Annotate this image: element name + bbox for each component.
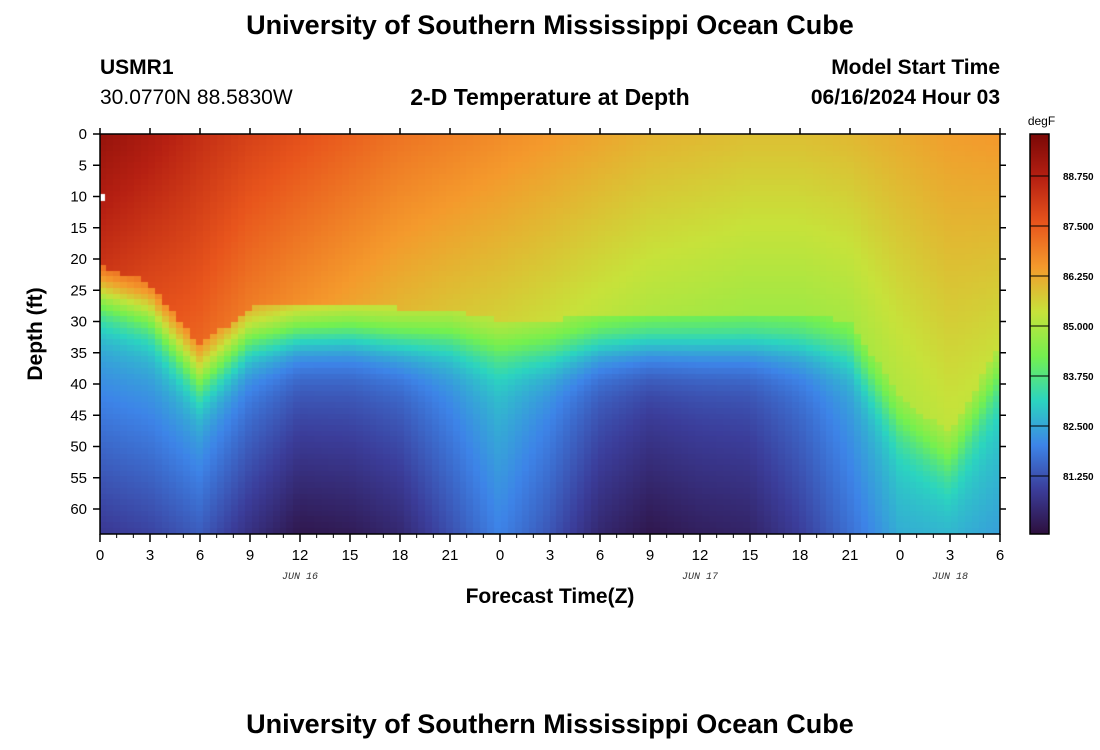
model-start-label: Model Start Time — [831, 56, 1000, 79]
y-tick-label: 20 — [70, 251, 87, 268]
colorbar-tick-label: 88.750 — [1063, 172, 1094, 183]
colorbar-tick-label: 81.250 — [1063, 472, 1094, 483]
page-title: University of Southern Mississippi Ocean… — [246, 10, 854, 40]
colorbar-tick-label: 87.500 — [1063, 222, 1094, 233]
y-tick-label: 25 — [70, 282, 87, 299]
colorbar-tick-label: 83.750 — [1063, 372, 1094, 383]
chart-title: 2-D Temperature at Depth — [410, 84, 690, 110]
x-tick-label: 18 — [392, 547, 409, 564]
y-tick-label: 45 — [70, 407, 87, 424]
x-tick-label: 0 — [96, 547, 104, 564]
x-tick-label: 6 — [196, 547, 204, 564]
y-tick-label: 30 — [70, 314, 87, 331]
x-tick-label: 9 — [246, 547, 254, 564]
date-label: JUN 18 — [932, 572, 968, 583]
x-tick-label: 3 — [546, 547, 554, 564]
x-tick-label: 18 — [792, 547, 809, 564]
y-tick-label: 60 — [70, 501, 87, 518]
page-title-repeated: University of Southern Mississippi Ocean… — [246, 709, 854, 739]
x-tick-label: 0 — [496, 547, 504, 564]
x-tick-label: 9 — [646, 547, 654, 564]
y-tick-label: 10 — [70, 189, 87, 206]
colorbar-tick-label: 86.250 — [1063, 272, 1094, 283]
y-tick-label: 35 — [70, 345, 87, 362]
y-tick-label: 0 — [79, 126, 87, 143]
colorbar: 81.250 82.500 83.750 85.000 86.250 87.500 88.7… — [1028, 114, 1094, 535]
colorbar-tick-label: 85.000 — [1063, 322, 1094, 333]
temperature-heatmap — [100, 134, 1000, 534]
y-tick-label: 15 — [70, 220, 87, 237]
x-tick-label: 0 — [896, 547, 904, 564]
x-tick-label: 12 — [692, 547, 709, 564]
x-tick-label: 6 — [996, 547, 1004, 564]
x-axis-label: Forecast Time(Z) — [465, 585, 635, 608]
date-label: JUN 16 — [282, 572, 318, 583]
colorbar-tick-label: 82.500 — [1063, 422, 1094, 433]
model-start-value: 06/16/2024 Hour 03 — [810, 86, 1000, 109]
y-tick-label: 50 — [70, 439, 87, 456]
colorbar-unit: degF — [1028, 114, 1055, 128]
y-tick-label: 5 — [79, 157, 87, 174]
x-tick-label: 21 — [442, 547, 459, 564]
x-tick-label: 15 — [342, 547, 359, 564]
y-tick-label: 40 — [70, 376, 87, 393]
x-tick-label: 12 — [292, 547, 309, 564]
y-tick-label: 55 — [70, 470, 87, 487]
date-label: JUN 17 — [682, 572, 718, 583]
x-tick-label: 3 — [146, 547, 154, 564]
station-id: USMR1 — [100, 56, 174, 79]
station-coordinates: 30.0770N 88.5830W — [100, 86, 293, 109]
x-tick-label: 3 — [946, 547, 954, 564]
x-tick-label: 15 — [742, 547, 759, 564]
x-tick-label: 6 — [596, 547, 604, 564]
colorbar-bar — [1029, 133, 1050, 535]
x-tick-label: 21 — [842, 547, 859, 564]
y-axis-label: Depth (ft) — [24, 287, 47, 381]
